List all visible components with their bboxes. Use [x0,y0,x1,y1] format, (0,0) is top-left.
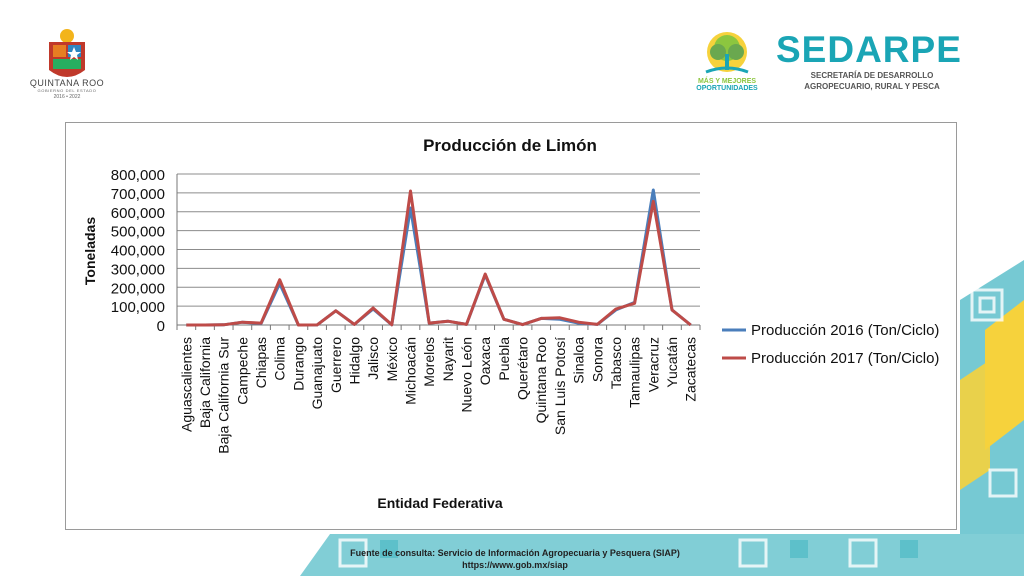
x-tick-label: Querétaro [515,337,531,400]
x-tick-label: Tamaulipas [627,337,643,408]
y-axis-title: Toneladas [82,217,98,285]
x-tick-label: San Luis Potosí [552,337,568,435]
x-tick-label: Quintana Roo [533,337,549,424]
campaign-line-1: MÁS Y MEJORES [697,78,757,85]
x-tick-label: Sinaloa [571,337,587,384]
y-tick-label: 200,000 [111,280,165,297]
source-url: https://www.gob.mx/siap [462,560,568,570]
x-tick-label: Jalisco [365,337,381,380]
x-tick-label: Nuevo León [459,337,475,413]
chart-title: Producción de Limón [423,136,597,155]
x-tick-label: Baja California [197,337,213,428]
source-note: Fuente de consulta: Servicio de Informac… [350,548,680,558]
x-tick-label: Tabasco [608,337,624,389]
x-tick-label: Hidalgo [346,337,362,385]
y-tick-label: 600,000 [111,205,165,222]
x-tick-label: Colima [272,337,288,381]
y-tick-label: 800,000 [111,167,165,184]
x-tick-label: Michoacán [402,337,418,405]
y-tick-label: 500,000 [111,224,165,241]
series-line-2017 [186,189,692,327]
x-tick-label: Oaxaca [477,337,493,385]
state-subtitle: GOBIERNO DEL ESTADO [37,88,97,93]
state-name: QUINTANA ROO [29,78,105,88]
x-axis-title: Entidad Federativa [377,495,502,511]
x-tick-label: Guerrero [328,337,344,393]
state-shield-logo [49,29,85,77]
tree-logo [705,32,749,74]
agency-subtitle-1: SECRETARÍA DE DESARROLLO [810,71,934,80]
x-tick-label: Chiapas [253,337,269,388]
y-tick-label: 700,000 [111,186,165,203]
legend-label: Producción 2017 (Ton/Ciclo) [751,350,939,367]
legend-label: Producción 2016 (Ton/Ciclo) [751,322,939,339]
y-tick-label: 100,000 [111,299,165,316]
state-years: 2016 • 2022 [53,94,81,100]
y-tick-label: 0 [157,318,165,335]
x-tick-label: Durango [290,337,306,391]
x-tick-label: Nayarit [440,337,456,381]
agency-subtitle-2: AGROPECUARIO, RURAL Y PESCA [804,82,940,91]
x-tick-label: Zacatecas [683,337,699,402]
x-tick-label: Baja California Sur [216,337,232,454]
campaign-line-2: OPORTUNIDADES [696,85,758,92]
series-line-2016 [186,188,692,327]
y-tick-label: 400,000 [111,243,165,260]
y-tick-label: 300,000 [111,261,165,278]
agency-title: SEDARPE [776,29,962,70]
x-tick-label: México [384,337,400,382]
x-tick-label: Veracruz [645,337,661,392]
x-tick-label: Aguascalientes [178,337,194,432]
x-tick-label: Campeche [234,337,250,405]
x-tick-label: Sonora [589,337,605,382]
x-tick-label: Puebla [496,337,512,381]
x-tick-label: Guanajuato [309,337,325,410]
x-tick-label: Morelos [421,337,437,387]
x-tick-label: Yucatán [664,337,680,388]
